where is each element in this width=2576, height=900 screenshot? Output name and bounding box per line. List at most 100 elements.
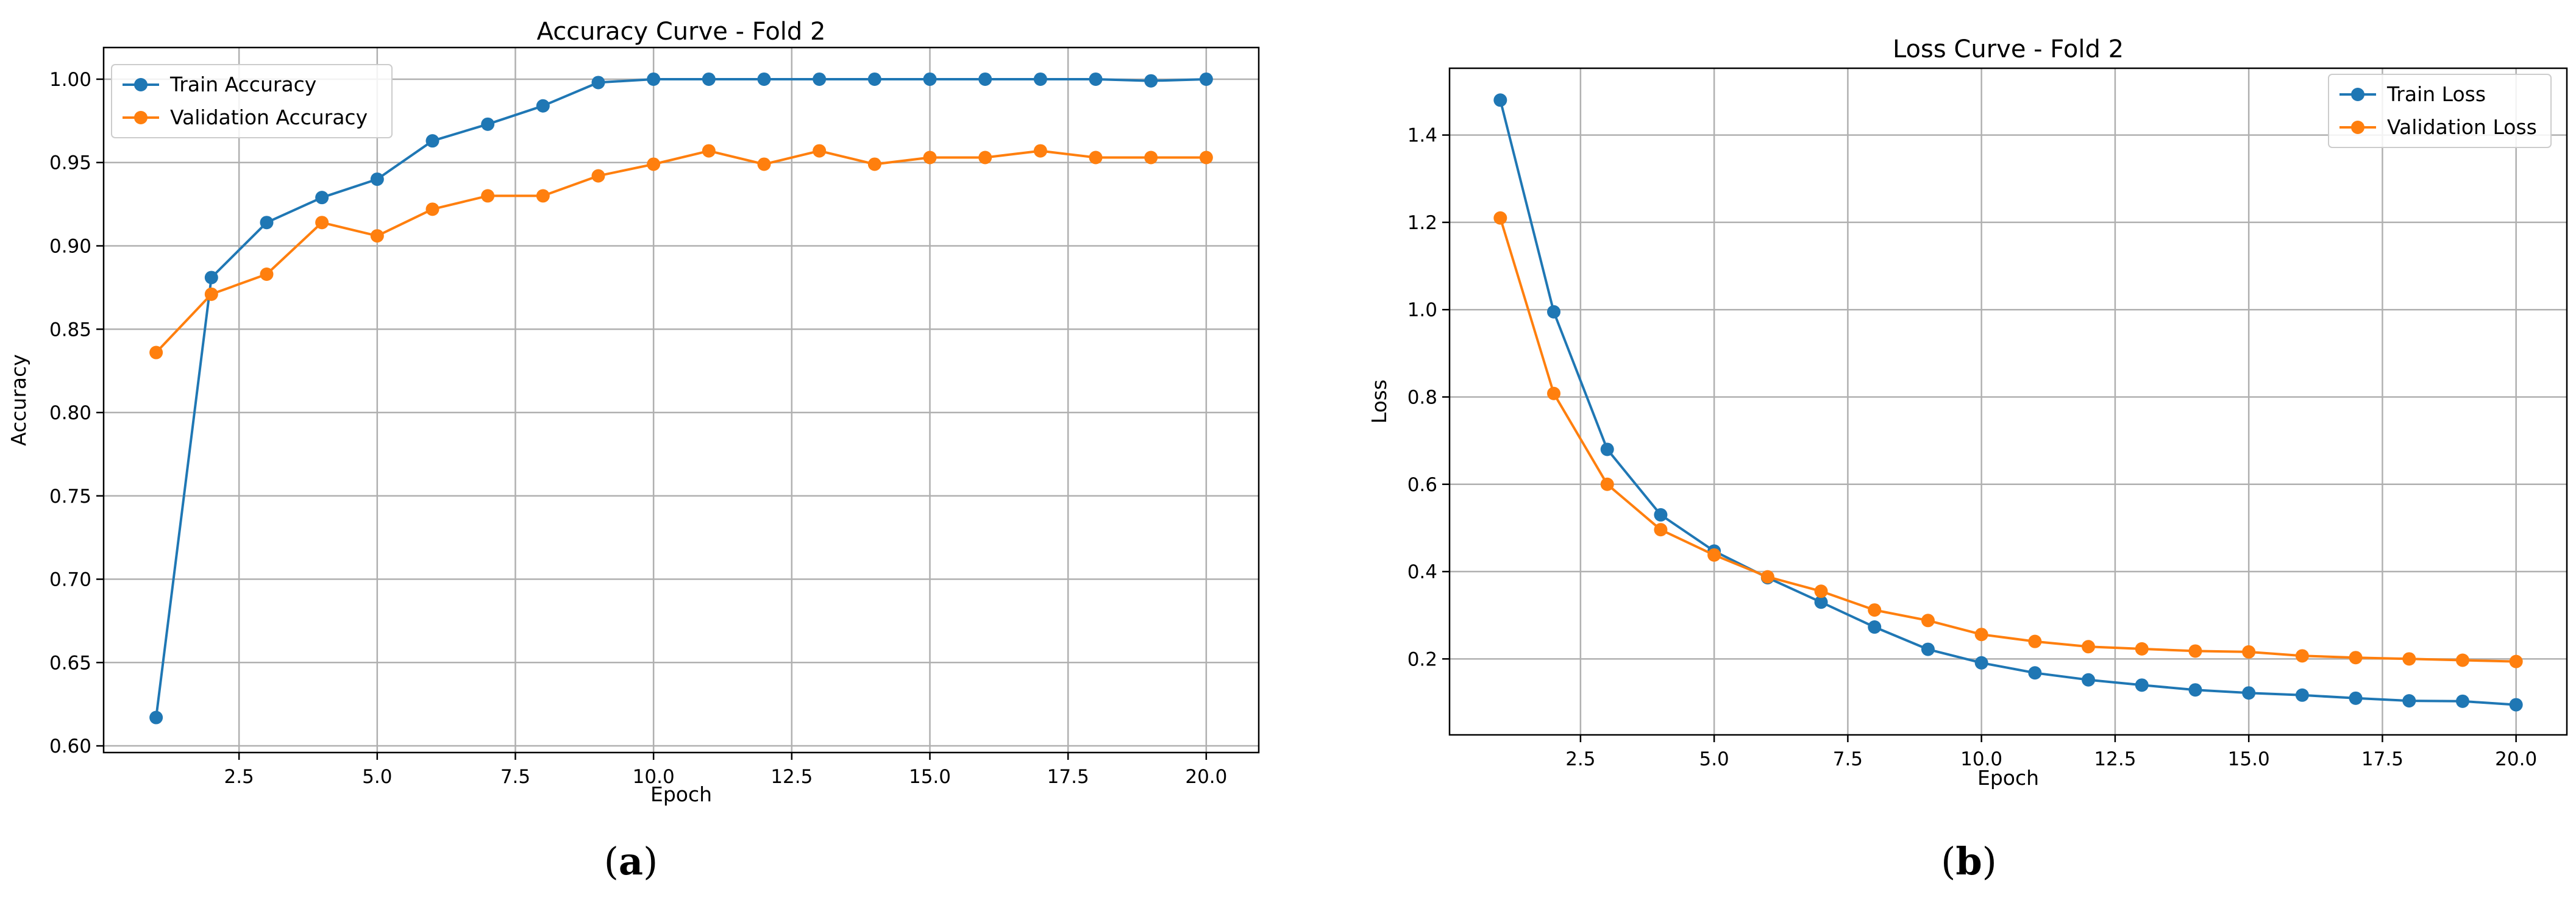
data-point	[1974, 656, 1988, 670]
data-point	[2242, 686, 2256, 700]
data-point	[2349, 651, 2363, 665]
data-point	[1089, 151, 1103, 165]
data-point	[2188, 644, 2202, 658]
panel-caption: (b)	[1941, 839, 1997, 884]
data-point	[2509, 654, 2523, 668]
data-point	[647, 157, 661, 171]
panel-caption: (a)	[604, 839, 658, 884]
data-point	[481, 117, 495, 131]
data-point	[370, 229, 384, 243]
data-point	[1868, 620, 1882, 634]
data-point	[204, 271, 218, 285]
data-point	[867, 157, 881, 171]
data-point	[867, 72, 881, 86]
x-tick-label: 7.5	[1833, 748, 1863, 770]
y-tick-label: 0.2	[1407, 648, 1437, 670]
legend-label: Train Loss	[2386, 82, 2486, 106]
accuracy-chart: 2.5 5.0 7.5 10.0 12.5 15.0 17.5 20.0 0.60 0.65 0.7…	[7, 18, 1260, 884]
data-point	[1144, 74, 1158, 88]
y-axis-label: Loss	[1367, 380, 1391, 423]
x-axis-label: Epoch	[1977, 766, 2039, 790]
data-point	[2402, 694, 2416, 708]
data-point	[2349, 691, 2363, 705]
x-tick-label: 10.0	[633, 766, 675, 788]
data-point	[2295, 649, 2309, 663]
data-point	[1033, 144, 1047, 158]
chart-title: Loss Curve - Fold 2	[1893, 35, 2124, 63]
x-tick-label: 2.5	[224, 766, 254, 788]
data-point	[149, 710, 163, 725]
data-point	[923, 151, 937, 165]
data-point	[2455, 653, 2469, 667]
data-point	[2135, 642, 2149, 656]
data-point	[1760, 570, 1774, 584]
y-axis-label: Accuracy	[7, 354, 30, 446]
y-tick-label: 1.4	[1407, 125, 1437, 147]
series-line-1	[155, 149, 1206, 353]
data-point	[2402, 652, 2416, 666]
data-point	[1199, 72, 1213, 86]
x-tick-label: 20.0	[1185, 766, 1227, 788]
data-point	[315, 216, 329, 230]
y-tick-label: 0.60	[49, 735, 91, 757]
data-point	[1493, 211, 1507, 225]
y-tick-label: 0.75	[49, 486, 91, 508]
data-point	[1089, 72, 1103, 86]
x-tick-label: 15.0	[909, 766, 951, 788]
data-point	[204, 287, 218, 301]
y-tick-label: 1.00	[49, 69, 91, 91]
data-point	[702, 144, 716, 158]
legend-box	[111, 64, 393, 138]
legend-marker	[134, 78, 148, 91]
data-point	[2082, 673, 2096, 687]
data-point	[536, 189, 550, 203]
data-point	[978, 72, 992, 86]
legend-label: Validation Accuracy	[170, 105, 368, 129]
data-point	[1654, 523, 1668, 537]
data-point	[1974, 628, 1988, 642]
data-point	[1033, 72, 1047, 86]
data-point	[315, 191, 329, 205]
data-point	[591, 169, 605, 183]
x-tick-label: 17.5	[1047, 766, 1089, 788]
data-point	[2188, 683, 2202, 697]
data-point	[260, 216, 274, 230]
data-point	[1921, 614, 1935, 628]
y-tick-label: 0.90	[49, 235, 91, 257]
x-tick-label: 10.0	[1960, 748, 2002, 770]
data-point	[2455, 694, 2469, 708]
data-point	[1144, 151, 1158, 165]
data-point	[2135, 678, 2149, 692]
legend: Train Loss Validation Loss	[2328, 74, 2552, 148]
legend: Train Accuracy Validation Accuracy	[111, 64, 393, 138]
data-point	[813, 72, 827, 86]
x-tick-label: 2.5	[1565, 748, 1595, 770]
data-point	[425, 134, 439, 148]
y-tick-label: 1.0	[1407, 299, 1437, 321]
y-tick-label: 0.70	[49, 569, 91, 591]
data-point	[1547, 305, 1561, 319]
data-point	[1600, 477, 1614, 491]
data-point	[1493, 93, 1507, 107]
data-point	[536, 99, 550, 113]
data-point	[1814, 595, 1828, 609]
y-tick-label: 0.65	[49, 652, 91, 674]
data-point	[813, 144, 827, 158]
y-tick-label: 0.85	[49, 319, 91, 341]
series-line-0	[155, 78, 1206, 718]
data-point	[1199, 151, 1213, 165]
loss-chart: 2.5 5.0 7.5 10.0 12.5 15.0 17.5 20.0 0.2 0.4 0.6 0.…	[1367, 35, 2568, 884]
legend-marker	[134, 111, 148, 124]
data-point	[149, 345, 163, 360]
x-tick-label: 12.5	[770, 766, 813, 788]
data-point	[1868, 603, 1882, 617]
x-tick-label: 17.5	[2361, 748, 2403, 770]
data-point	[591, 76, 605, 90]
data-point	[1600, 442, 1614, 456]
data-point	[425, 202, 439, 216]
data-point	[1654, 508, 1668, 522]
legend-box	[2328, 74, 2552, 148]
x-tick-label: 5.0	[362, 766, 392, 788]
data-point	[2082, 640, 2096, 654]
